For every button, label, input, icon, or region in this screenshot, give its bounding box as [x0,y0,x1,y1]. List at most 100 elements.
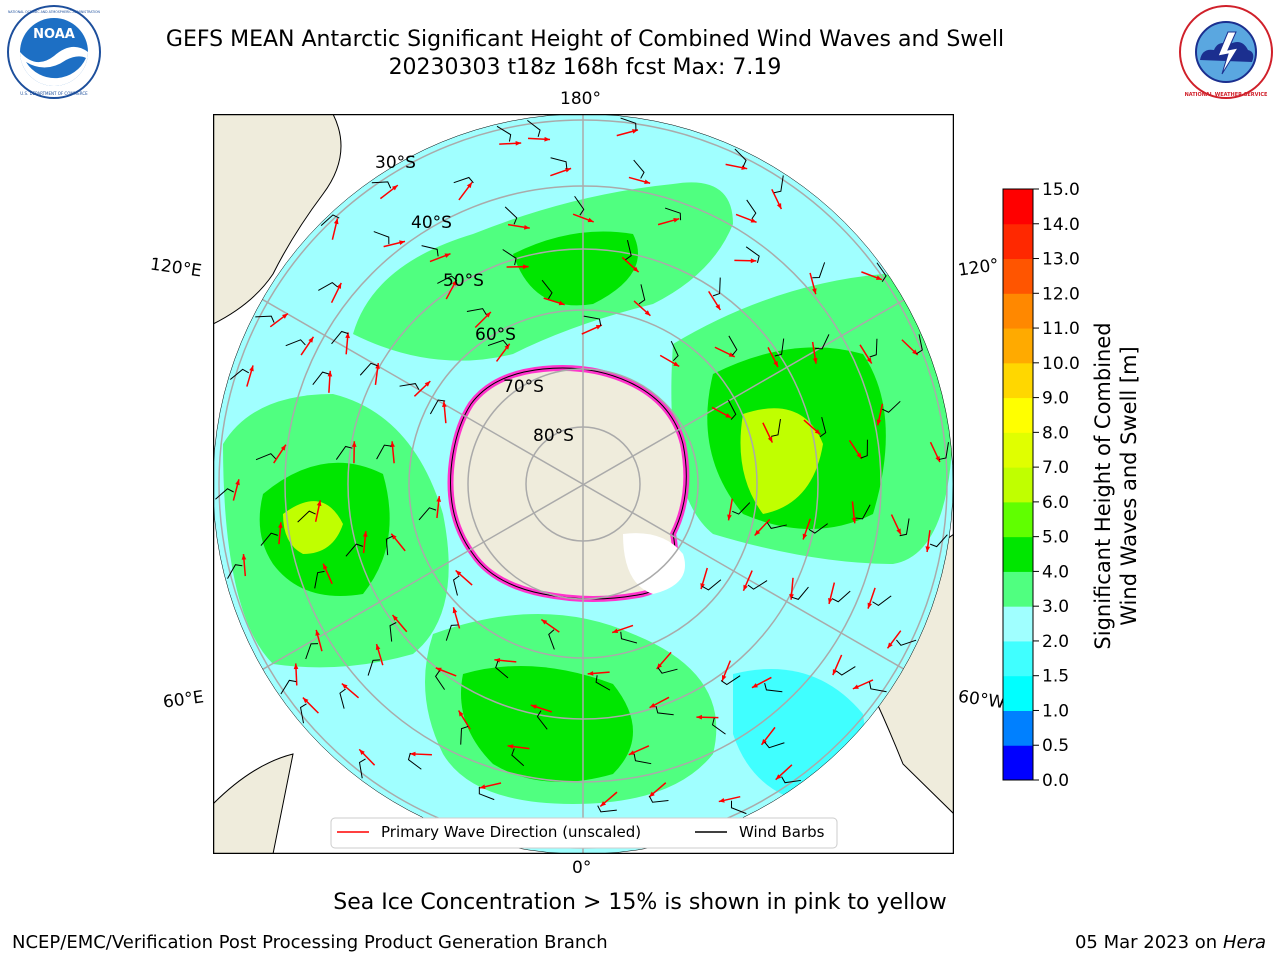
wind-barb [730,800,747,815]
colorbar-band [1003,536,1033,572]
wind-barb [466,308,487,315]
noaa-logo-bottom-text: U.S. DEPARTMENT OF COMMERCE [20,91,88,96]
legend-wave-label: Primary Wave Direction (unscaled) [381,823,641,841]
wave-arrow-head [278,522,283,528]
wind-barb [550,157,568,169]
wave-arrow-head [628,750,635,755]
colorbar-band [1003,189,1033,225]
wind-barb [831,590,851,603]
wind-barb [453,176,474,184]
land-africa [213,753,294,854]
wind-barb [445,624,459,641]
wave-arrow-head [727,514,732,521]
wave-arrow-head [479,784,486,789]
colorbar-tick-label: 2.0 [1042,632,1069,652]
wave-arrow-head [351,441,357,447]
wind-barb [389,622,397,642]
wave-arrow-head [673,361,680,367]
wind-barb [280,679,297,695]
wind-barb [812,262,826,279]
wave-arrow-head [504,343,510,350]
title-line-1: GEFS MEAN Antarctic Significant Height o… [165,27,1005,52]
wind-barb [657,667,678,674]
lat-label-40s: 40°S [411,213,452,233]
colorbar-band [1003,293,1033,329]
weddell-sea-ice [623,533,685,594]
colorbar-tick-label: 13.0 [1042,250,1080,270]
wind-barb [407,752,422,770]
colorbar-band [1003,362,1033,399]
wind-barb [536,710,548,730]
wind-barb [583,315,602,326]
colorbar-tick-label: 9.0 [1042,389,1069,409]
wave-arrow-head [832,669,838,676]
wind-barb [860,439,868,459]
wave-arrow-head [515,141,522,146]
nws-logo-text: NATIONAL WEATHER SERVICE [1185,92,1268,98]
colorbar-bands [1003,189,1033,781]
wave-arrow-head [867,602,873,609]
wind-barb [620,631,638,644]
wave-arrow-head [754,529,761,536]
wind-barb [548,629,555,650]
polar-map: Primary Wave Direction (unscaled) Wind B… [213,114,954,854]
wave-arrow-head [466,182,473,189]
wind-barb [371,181,392,189]
wind-barb [727,399,737,420]
wind-barb [300,703,307,724]
wind-barb [285,339,306,347]
wind-barb [835,666,856,676]
wave-arrow-head [896,528,901,535]
wave-arrow-head [750,258,757,264]
wave-arrow-head [558,300,565,306]
wave-arrow-head [530,704,537,710]
wave-arrow-head [632,266,639,273]
colorbar-band [1003,501,1033,538]
wave-direction-vectors [215,117,949,815]
wind-barb [227,564,243,579]
wave-arrow-head [743,584,748,591]
credit-right: 05 Mar 2023 on Hera [1075,932,1266,953]
wind-barb [359,362,378,376]
colorbar-tick-label: 12.0 [1042,284,1080,304]
wave-arrow-head [282,313,288,319]
wave-arrow-head [375,363,380,369]
wind-barb [648,795,669,803]
colorbar-ticks: 0.0 0.5 1.0 1.5 2.0 3.0 4.0 5.0 6.0 7.0 8.0 9.0 10.0… [1033,180,1080,791]
wave-arrow-head [249,365,254,372]
latitude-labels: 30°S 40°S 50°S 60°S 70°S 80°S [375,153,574,446]
wind-barb [747,580,768,590]
wave-arrow-head [435,667,442,673]
credit-machine: Hera [1222,932,1266,953]
wave-arrow-head [587,217,594,223]
wave-arrow-head [241,554,247,560]
wave-arrow-head [649,702,656,708]
colorbar-tick-label: 1.0 [1042,701,1069,721]
wind-barb [774,338,785,357]
wind-barb [764,741,785,749]
wave-field-5-7m [283,408,823,554]
wave-arrow-head [852,684,859,689]
lon-label-left-upper: 120°E [148,254,203,282]
wave-arrow-head [718,798,725,803]
wind-barb [869,338,878,358]
colorbar-label-line-1: Significant Height of Combined [1091,322,1115,649]
wave-arrow-head [345,332,350,339]
wave-arrow-head [399,240,405,245]
wind-barb [541,279,553,300]
wind-barb [872,595,892,607]
wind-barb [664,207,682,221]
wind-barb [781,776,801,784]
wind-barb [215,488,234,500]
wave-arrow-head [828,597,833,604]
wind-barb [711,717,726,735]
wave-arrow-head [789,593,794,600]
wind-barb [460,725,469,745]
wind-barb [255,453,277,461]
wind-barb [766,522,787,529]
wave-arrow-head [392,185,398,191]
wave-arrow-head [333,218,339,225]
wave-arrow-head [802,533,808,540]
wave-arrow-head [341,683,348,689]
wind-barb [808,523,828,534]
